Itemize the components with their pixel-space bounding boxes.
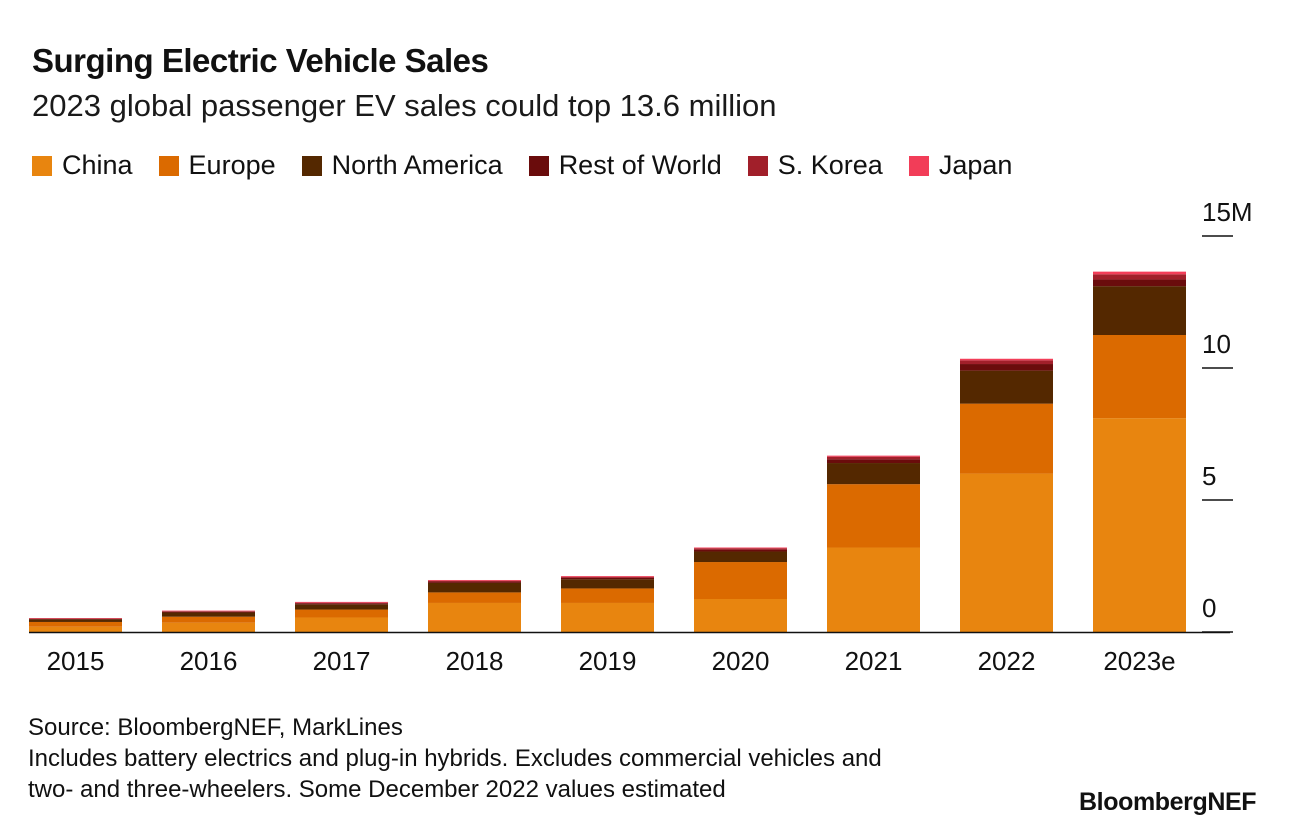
bar-segment-north-america-2019 (561, 579, 654, 589)
bar-segment-japan-2019 (561, 576, 654, 577)
x-tick-label: 2020 (712, 646, 770, 676)
bar-segment-europe-2018 (428, 592, 521, 603)
bar-segment-rest-of-world-2020 (694, 549, 787, 552)
bar-segment-rest-of-world-2016 (162, 611, 255, 613)
bar-segment-north-america-2023e (1093, 286, 1186, 335)
chart-legend: China Europe North America Rest of World S. … (32, 150, 1038, 181)
bar-segment-rest-of-world-2023e (1093, 279, 1186, 287)
x-tick-label: 2017 (313, 646, 371, 676)
bar-segment-north-america-2015 (29, 619, 122, 622)
bar-segment-rest-of-world-2019 (561, 577, 654, 580)
bar-segment-north-america-2022 (960, 370, 1053, 404)
bar-segment-japan-2018 (428, 579, 521, 581)
legend-label: S. Korea (777, 150, 883, 180)
bar-segment-china-2018 (428, 602, 521, 632)
bar-segment-europe-2020 (694, 562, 787, 599)
legend-swatch (301, 155, 322, 176)
x-tick-label: 2019 (579, 646, 637, 676)
bar-segment-north-america-2016 (162, 612, 255, 617)
bar-segment-s-korea-2020 (694, 548, 787, 550)
bar-segment-s-korea-2017 (295, 602, 388, 604)
x-tick-label: 2016 (180, 646, 238, 676)
legend-item-china: China (32, 150, 133, 181)
bar-segment-s-korea-2021 (827, 456, 920, 460)
methodology-note-line-1: Includes battery electrics and plug-in h… (28, 745, 882, 772)
y-tick-label: 10 (1202, 329, 1231, 359)
y-tick-label: 5 (1202, 461, 1216, 491)
source-note: Source: BloombergNEF, MarkLines (28, 714, 403, 741)
legend-label: China (62, 150, 133, 180)
bar-segment-europe-2022 (960, 403, 1053, 474)
bar-segment-china-2023e (1093, 418, 1186, 632)
legend-label: Rest of World (558, 150, 722, 180)
bar-segment-japan-2022 (960, 358, 1053, 361)
bar-segment-china-2021 (827, 547, 920, 632)
bar-segment-japan-2021 (827, 455, 920, 457)
legend-item-north-america: North America (301, 150, 503, 181)
bar-segment-north-america-2020 (694, 551, 787, 563)
bar-segment-europe-2015 (29, 621, 122, 627)
legend-swatch (158, 155, 179, 176)
bar-segment-europe-2019 (561, 588, 654, 603)
bar-segment-rest-of-world-2018 (428, 581, 521, 583)
bar-segment-europe-2021 (827, 484, 920, 548)
x-tick-label: 2015 (47, 646, 105, 676)
legend-swatch (747, 155, 768, 176)
bar-segment-rest-of-world-2021 (827, 459, 920, 464)
legend-label: North America (331, 150, 503, 180)
chart-subtitle: 2023 global passenger EV sales could top… (32, 88, 777, 123)
x-tick-label: 2022 (978, 646, 1036, 676)
bar-segment-north-america-2017 (295, 604, 388, 610)
bar-segment-japan-2016 (162, 610, 255, 612)
bar-segment-s-korea-2018 (428, 580, 521, 582)
x-tick-label: 2021 (845, 646, 903, 676)
legend-swatch (32, 155, 52, 176)
bar-segment-europe-2017 (295, 609, 388, 618)
bar-segment-s-korea-2023e (1093, 274, 1186, 280)
bar-segment-japan-2015 (29, 618, 122, 619)
legend-item-europe: Europe (158, 150, 276, 181)
bar-segment-north-america-2018 (428, 582, 521, 593)
legend-item-rest-of-world: Rest of World (528, 150, 722, 181)
legend-label: Japan (938, 150, 1013, 180)
legend-swatch (908, 155, 929, 176)
bar-segment-china-2019 (561, 602, 654, 632)
bar-segment-china-2022 (960, 473, 1053, 632)
bar-segment-japan-2023e (1093, 271, 1186, 275)
bar-segment-china-2020 (694, 599, 787, 632)
bar-segment-rest-of-world-2015 (29, 618, 122, 620)
bar-segment-japan-2020 (694, 547, 787, 549)
bar-segment-europe-2023e (1093, 335, 1186, 419)
bar-segment-s-korea-2022 (960, 360, 1053, 365)
bar-segment-china-2017 (295, 617, 388, 632)
chart-title: Surging Electric Vehicle Sales (32, 42, 489, 79)
bar-segment-rest-of-world-2017 (295, 603, 388, 605)
bar-segment-china-2016 (162, 622, 255, 632)
legend-label: Europe (188, 150, 276, 180)
chart-footer: Source: BloombergNEF, MarkLines Includes… (28, 712, 882, 805)
bar-segment-rest-of-world-2022 (960, 364, 1053, 371)
y-tick-label: 15M (1202, 197, 1253, 227)
legend-item-japan: Japan (908, 150, 1013, 181)
bar-segment-japan-2017 (295, 601, 388, 603)
bar-segment-europe-2016 (162, 616, 255, 623)
methodology-note-line-2: two- and three-wheelers. Some December 2… (28, 776, 726, 803)
legend-swatch (528, 155, 549, 176)
bar-segment-north-america-2021 (827, 463, 920, 485)
bar-segment-china-2015 (29, 626, 122, 632)
legend-item-s-korea: S. Korea (747, 150, 883, 181)
bar-segment-s-korea-2016 (162, 611, 255, 612)
x-tick-label: 2018 (446, 646, 504, 676)
x-tick-label: 2023e (1103, 646, 1175, 676)
bar-segment-s-korea-2019 (561, 576, 654, 578)
brand-logo-text: BloombergNEF (1079, 788, 1257, 816)
y-tick-label: 0 (1202, 593, 1216, 623)
